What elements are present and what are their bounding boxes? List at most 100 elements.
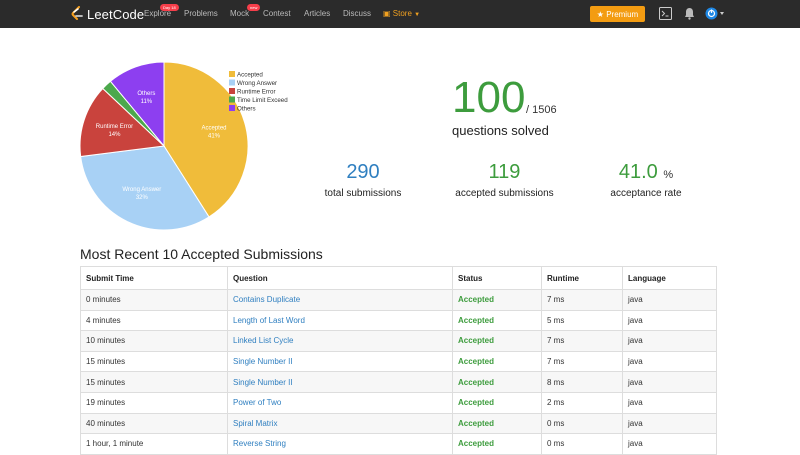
submit-time-cell: 15 minutes (86, 377, 126, 387)
avatar-icon[interactable] (705, 7, 725, 20)
table-row: 4 minutes Length of Last Word Accepted 5 ms… (80, 309, 717, 332)
pie-slice-wrong-answer[interactable] (80, 145, 210, 231)
col-submit-time: Submit Time (80, 266, 228, 290)
language-cell: java (628, 418, 643, 428)
status-cell[interactable]: Accepted (458, 398, 495, 408)
acceptance-rate-value: 41.0 % (598, 162, 694, 182)
legend-swatch (229, 71, 235, 77)
pie-slice-percent: 41% (208, 133, 221, 139)
submit-time-cell: 19 minutes (80, 391, 228, 414)
status-cell: Accepted (452, 391, 542, 414)
nav-problems[interactable]: Problems (184, 9, 218, 18)
submit-time-cell: 15 minutes (80, 350, 228, 373)
runtime-cell: 2 ms (541, 391, 623, 414)
legend-label: Accepted (237, 72, 263, 79)
total-submissions-stat: 290 total submissions (316, 162, 410, 199)
status-cell[interactable]: Accepted (458, 357, 495, 367)
question-cell: Reverse String (227, 433, 453, 455)
nav-contest[interactable]: Contest (263, 9, 291, 18)
accepted-submissions-stat: 119 accepted submissions (447, 162, 562, 199)
legend-label: Wrong Answer (237, 80, 277, 87)
status-cell[interactable]: Accepted (458, 336, 495, 346)
nav-store-label: Store (392, 9, 412, 18)
language-cell: java (622, 371, 717, 393)
brand[interactable]: LeetCode (71, 5, 144, 23)
status-cell[interactable]: Accepted (458, 315, 495, 325)
legend-item[interactable]: Others (229, 105, 256, 113)
nav-mock[interactable]: Mock new (230, 4, 261, 18)
legend-swatch (229, 96, 235, 103)
question-cell: Single Number II (227, 350, 453, 373)
question-link[interactable]: Single Number II (233, 357, 293, 367)
nav-mock-badge: new (247, 4, 261, 11)
language-cell: java (628, 295, 643, 305)
question-cell: Linked List Cycle (227, 330, 453, 352)
submit-time-cell: 0 minutes (80, 289, 228, 311)
col-question: Question (227, 266, 453, 290)
legend-swatch (229, 105, 235, 111)
runtime-cell: 7 ms (547, 357, 565, 367)
question-link[interactable]: Spiral Matrix (233, 418, 278, 428)
bell-icon[interactable] (684, 7, 695, 20)
question-link[interactable]: Contains Duplicate (233, 295, 301, 305)
nav-articles-label: Articles (304, 9, 331, 18)
runtime-cell: 7 ms (541, 350, 623, 373)
language-cell: java (622, 391, 717, 414)
submit-time-cell: 10 minutes (80, 330, 228, 352)
terminal-icon[interactable] (659, 7, 672, 20)
legend-item[interactable]: Runtime Error (229, 88, 276, 96)
nav-store[interactable]: ▣ Store ▼ (383, 9, 420, 18)
legend-item[interactable]: Wrong Answer (229, 79, 277, 88)
recent-submissions-table: Submit Time Question Status Runtime Lang… (80, 266, 717, 455)
legend-swatch (229, 79, 235, 86)
runtime-cell: 8 ms (547, 377, 565, 387)
acceptance-rate-number: 41.0 (618, 161, 658, 183)
leetcode-logo-icon (71, 6, 83, 20)
status-cell[interactable]: Accepted (458, 377, 495, 387)
pie-slice-label: Accepted (201, 125, 226, 131)
language-cell: java (628, 357, 643, 367)
question-link[interactable]: Linked List Cycle (233, 336, 294, 346)
total-submissions-count: 290 (346, 161, 380, 183)
pie-slice-others[interactable] (109, 61, 165, 148)
language-cell: java (622, 309, 717, 332)
language-cell: java (628, 315, 643, 325)
premium-button[interactable]: ★ Premium (590, 6, 645, 22)
question-cell: Power of Two (227, 391, 453, 414)
runtime-cell: 5 ms (547, 315, 565, 325)
runtime-cell: 7 ms (547, 336, 565, 346)
col-status: Status (452, 266, 542, 290)
status-cell[interactable]: Accepted (458, 295, 495, 305)
language-cell: java (628, 439, 643, 449)
language-cell: java (628, 336, 643, 346)
pie-slice-percent: 11% (141, 99, 153, 105)
status-cell: Accepted (452, 433, 542, 455)
runtime-cell: 7 ms (541, 289, 623, 311)
runtime-cell: 2 ms (547, 398, 565, 408)
nav-explore[interactable]: Explore Day 18 (144, 4, 179, 18)
question-link[interactable]: Length of Last Word (233, 315, 305, 325)
status-cell: Accepted (452, 330, 542, 352)
runtime-cell: 0 ms (541, 433, 623, 455)
question-link[interactable]: Single Number II (233, 377, 293, 387)
nav-articles[interactable]: Articles (304, 9, 330, 18)
recent-submissions-title: Most Recent 10 Accepted Submissions (80, 246, 323, 262)
legend-label: Time Limit Exceed (237, 97, 288, 104)
table-header-row: Submit Time Question Status Runtime Lang… (80, 266, 717, 290)
runtime-cell: 0 ms (547, 418, 565, 428)
total-submissions-label: total submissions (324, 188, 402, 199)
status-cell: Accepted (452, 412, 542, 435)
question-link[interactable]: Reverse String (233, 439, 286, 449)
legend-item[interactable]: Time Limit Exceed (229, 96, 288, 105)
status-cell[interactable]: Accepted (458, 439, 495, 449)
pie-slice-label: Others (137, 91, 155, 97)
submit-time-cell: 10 minutes (86, 336, 126, 346)
legend-item[interactable]: Accepted (229, 71, 263, 79)
table-row: 15 minutes Single Number II Accepted 7 ms ja… (80, 350, 717, 373)
question-link[interactable]: Power of Two (233, 398, 282, 408)
pie-slice-runtime-error[interactable] (79, 87, 166, 158)
nav-discuss[interactable]: Discuss (343, 9, 371, 18)
submit-time-cell: 19 minutes (86, 398, 126, 408)
status-cell[interactable]: Accepted (458, 418, 495, 428)
caret-down-icon: ▼ (414, 12, 421, 18)
